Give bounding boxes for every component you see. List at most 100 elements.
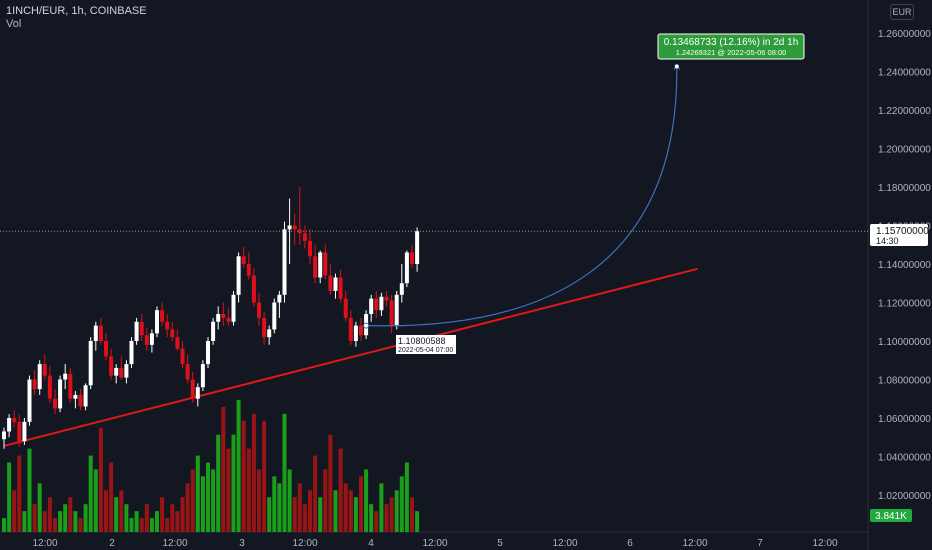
volume-bar [155,511,159,532]
y-tick-label: 1.10000000 [878,337,931,348]
candle-body [328,275,333,291]
volume-bar [302,504,307,532]
volume-bar [216,434,221,532]
candle-body [114,367,119,376]
candle-body [124,364,129,378]
volume-bar [185,483,190,532]
projection-label-box [657,33,805,60]
candle-body [231,294,236,322]
candle-body [7,418,12,432]
x-tick-label: 4 [368,538,374,549]
volume-bar [12,490,17,532]
volume-bar [348,490,353,532]
volume-bar [292,497,297,532]
volume-bar [241,420,246,532]
candle-body [359,325,363,336]
symbol-title: 1INCH/EUR, 1h, COINBASE [6,5,147,17]
candle-body [119,367,124,378]
volume-bar [251,413,256,532]
x-tick-label: 3 [239,538,245,549]
candle-body [308,240,312,257]
currency-button[interactable]: EUR [890,4,914,20]
candle-body [93,325,98,341]
anchor-price-text: 1.10800588 [398,336,446,346]
volume-bar [134,511,139,532]
x-tick-label: 7 [757,538,763,549]
volume-bar [282,413,287,532]
volume-bar [369,504,374,532]
volume-bar [211,469,216,532]
volume-bar [297,483,302,532]
candle-body [369,298,374,315]
volume-bar [287,469,292,532]
candle-body [170,329,175,338]
candle-body [251,275,256,303]
volume-bar [22,511,27,532]
candle-body [37,364,42,390]
candle-body [73,394,78,399]
price-badge-box [870,224,928,246]
candle-body [241,256,246,264]
candle-body [338,277,343,299]
y-tick-label: 1.04000000 [878,453,931,464]
volume-bar [170,504,175,532]
candle-body [165,321,170,330]
candle-body [348,317,353,341]
candle-body [129,341,134,365]
volume-bar [404,462,409,532]
volume-bar [149,518,154,532]
volume-bar [139,518,144,532]
volume-bar [343,483,348,532]
candle-body [415,231,420,264]
y-tick-label: 1.14000000 [878,260,931,271]
trendline [3,267,698,447]
volume-badge: 3.841K [870,509,912,522]
x-tick-label: 5 [497,538,503,549]
candle-body [236,256,241,295]
price-badge-value: 1.15700000 [876,226,929,237]
x-tick-label: 12:00 [812,538,837,549]
candle-body [313,256,318,278]
volume-bar [359,476,363,532]
volume-bar [17,455,22,532]
candle-body [389,300,394,326]
volume-bar [119,490,124,532]
candle-body [262,317,267,338]
candle-body [190,379,195,399]
y-tick-label: 1.02000000 [878,491,931,502]
candle-body [63,373,68,380]
volume-bar [175,511,180,532]
candle-body [226,317,231,322]
candle-body [185,364,190,380]
y-tick-label: 1.12000000 [878,299,931,310]
candle-body [246,264,251,276]
candle-body [343,298,348,318]
candle-body [195,387,200,399]
price-badge-countdown: 14:30 [876,236,899,246]
volume-bar [53,518,57,532]
candle-body [200,364,205,388]
candle-body [42,364,47,376]
volume-bar [267,497,272,532]
x-tick-label: 12:00 [292,538,317,549]
volume-bar [328,434,333,532]
candle-body [211,321,216,341]
volume-bar [124,504,129,532]
projection-arc [366,66,678,327]
y-tick-label: 1.08000000 [878,376,931,387]
volume-legend-label: Vol [6,18,22,30]
candle-body [404,252,409,284]
candle-body [282,229,287,295]
volume-bar [37,483,42,532]
volume-bar [68,497,73,532]
candle-body [175,337,180,349]
volume-bar [83,504,88,532]
projection-target-text: 1.24269321 @ 2022-05-06 08:00 [676,48,787,57]
candle-body [160,310,165,322]
volume-bar [333,490,338,532]
candle-body [88,341,93,386]
candle-body [333,277,338,291]
volume-bar [180,497,185,532]
